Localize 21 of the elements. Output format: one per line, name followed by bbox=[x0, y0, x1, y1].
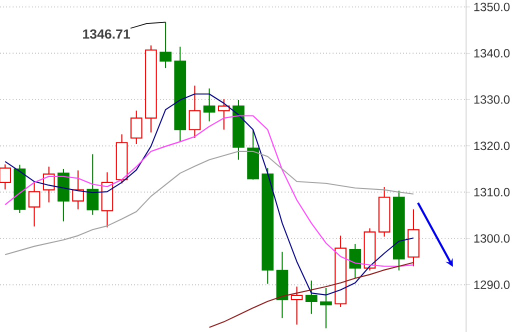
candlestick bbox=[305, 280, 318, 314]
annotation: 1346.71 bbox=[83, 29, 130, 39]
candlestick bbox=[86, 154, 99, 216]
candlestick bbox=[320, 287, 332, 329]
y-tick-label: 1290.0 bbox=[474, 280, 510, 290]
y-tick-label: 1330.0 bbox=[474, 95, 510, 104]
candlestick bbox=[218, 98, 230, 130]
candlestick bbox=[290, 286, 303, 326]
candlestick bbox=[130, 110, 142, 145]
y-tick-label: 1320.0 bbox=[474, 142, 510, 150]
candlestick bbox=[28, 180, 40, 227]
y-tick-label: 1300.0 bbox=[474, 234, 510, 243]
candlestick bbox=[160, 22, 172, 69]
y-tick-label: 1340.0 bbox=[474, 48, 510, 58]
y-tick-label: 1310.0 bbox=[474, 188, 510, 196]
y-tick-label: 1350.0 bbox=[474, 2, 510, 12]
candlestick bbox=[72, 170, 84, 210]
candlestick bbox=[349, 243, 362, 279]
candlestick bbox=[203, 88, 216, 122]
candlestick bbox=[0, 164, 12, 190]
candlestick bbox=[188, 85, 201, 139]
